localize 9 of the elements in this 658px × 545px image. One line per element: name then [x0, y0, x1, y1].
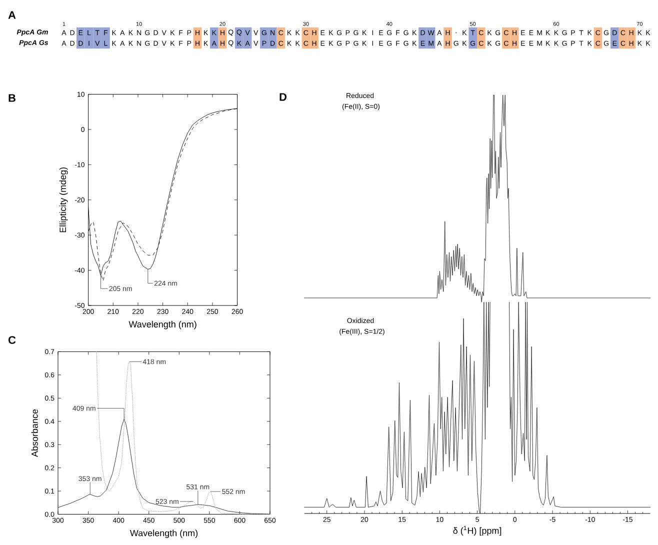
- x-axis-title: δ ($^{1}$H) [ppm]: [453, 526, 502, 536]
- chart-title: D: [280, 93, 287, 101]
- y-axis-title: Ellipticity (mdeg): [59, 167, 68, 232]
- x-axis-title: Wavelength (nm): [130, 530, 198, 538]
- text: A: [8, 11, 16, 19]
- chart-title: C: [8, 336, 16, 344]
- chart-title: B: [8, 94, 16, 102]
- y-axis-title: Absorbance: [31, 409, 38, 457]
- x-axis-title: Wavelength (nm): [128, 320, 196, 330]
